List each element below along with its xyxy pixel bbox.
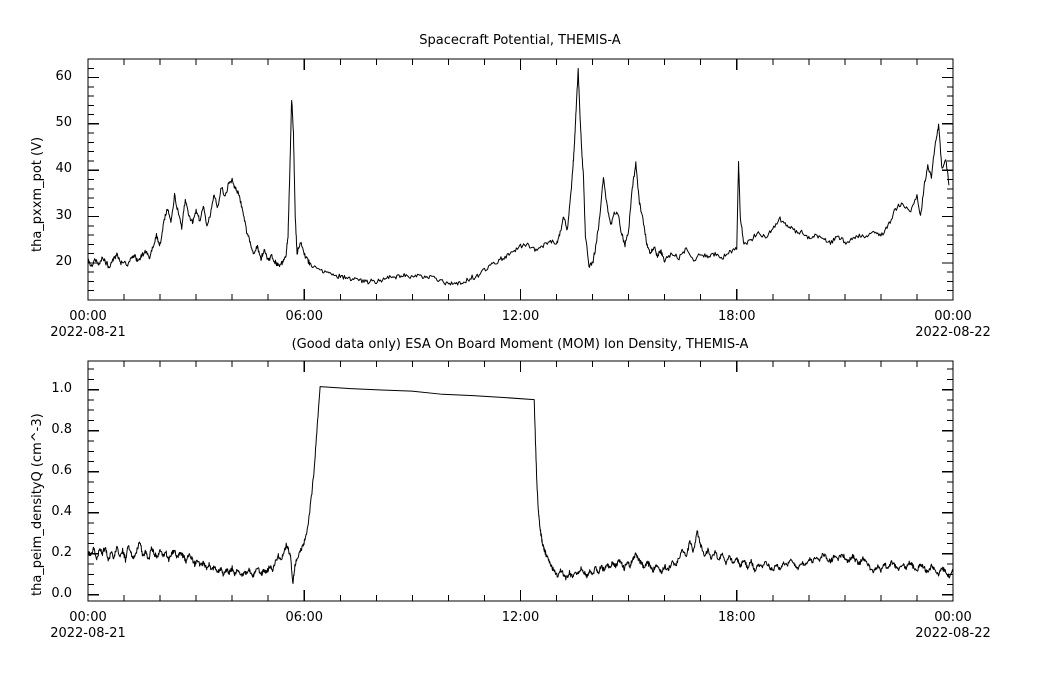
x-tick-label: 00:00 [934,309,972,324]
y-tick-label: 0.2 [51,544,72,560]
x-tick-date-label: 2022-08-22 [915,325,991,340]
y-tick-label: 60 [55,68,72,84]
y-tick-label: 20 [55,253,72,269]
y-tick-label: 30 [55,207,72,223]
y-tick-label: 1.0 [51,380,72,396]
y-tick-label: 50 [55,114,72,130]
x-tick-label: 12:00 [501,610,540,625]
x-tick-label: 12:00 [501,309,540,324]
data-series-tha_pxxm_pot [87,67,950,286]
x-tick-date-label: 2022-08-21 [50,626,126,641]
x-tick-label: 00:00 [934,610,972,625]
panel-title-ion-density: (Good data only) ESA On Board Moment (MO… [291,337,749,352]
plot-frame-ion-density [87,360,954,602]
y-tick-label: 0.6 [51,462,72,478]
x-tick-label: 00:00 [69,610,107,625]
x-tick-date-label: 2022-08-22 [915,626,991,641]
y-tick-label: 0.4 [51,503,72,519]
y-tick-label: 0.0 [51,585,72,601]
y-tick-label: 0.8 [51,421,72,437]
x-tick-label: 06:00 [285,610,323,625]
data-series-tha_peim_densityQ [87,386,954,584]
y-tick-label: 40 [55,161,72,177]
x-tick-label: 18:00 [718,309,756,324]
x-tick-date-label: 2022-08-21 [50,325,126,340]
x-tick-label: 00:00 [69,309,107,324]
x-tick-label: 06:00 [285,309,323,324]
plot-frame-spacecraft-potential [87,58,954,301]
panel-title-spacecraft-potential: Spacecraft Potential, THEMIS-A [419,33,621,48]
x-tick-label: 18:00 [718,610,756,625]
